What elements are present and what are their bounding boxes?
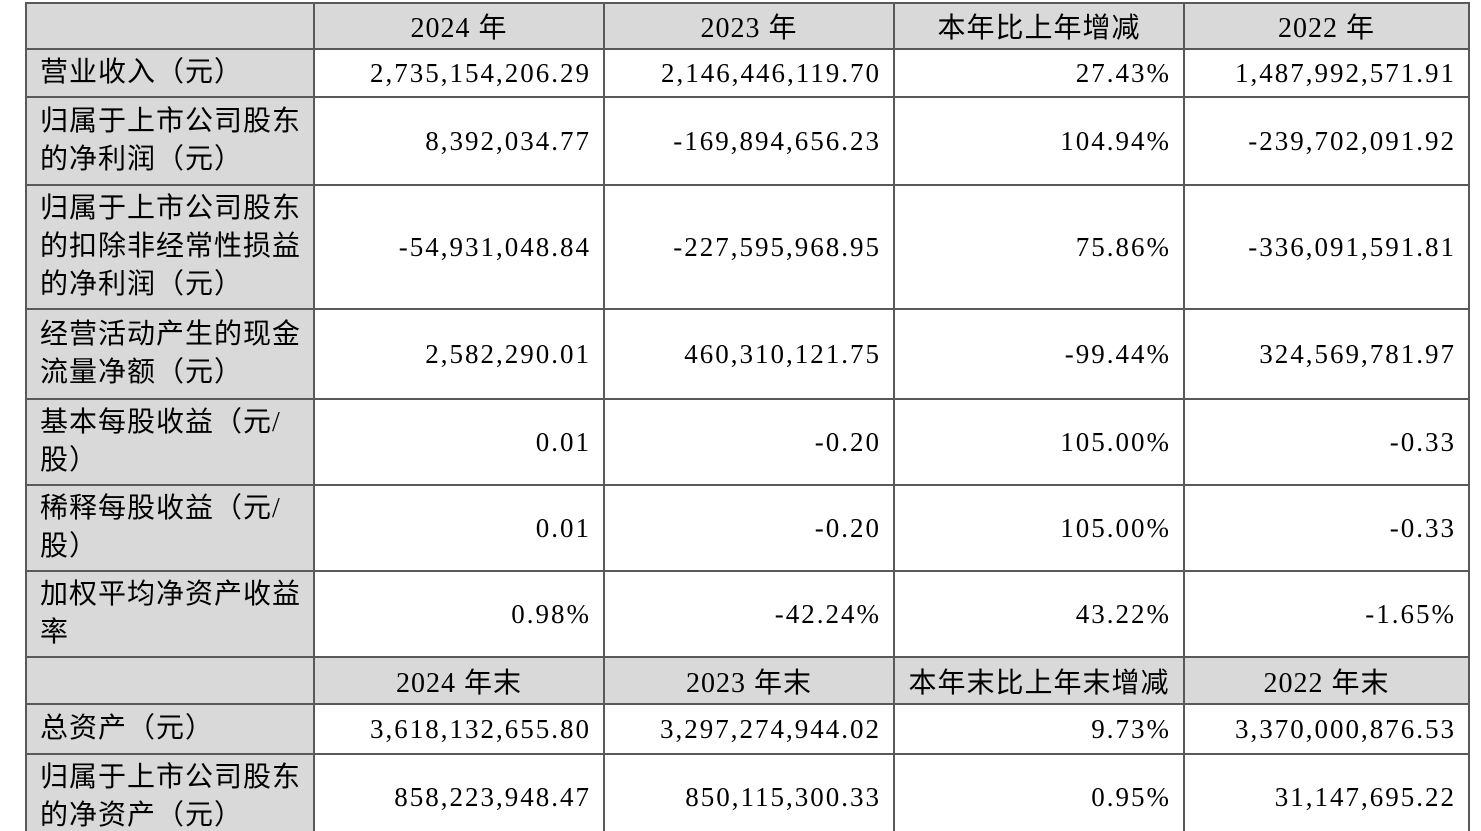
value-2022: -336,091,591.81 — [1183, 184, 1470, 310]
metric-label: 归属于上市公司股东的净资产（元） — [25, 753, 315, 831]
table-row-weighted-avg-roe: 加权平均净资产收益率 0.98% -42.24% 43.22% -1.65% — [25, 570, 1470, 658]
value-2023: 460,310,121.75 — [603, 308, 895, 400]
metric-label: 归属于上市公司股东的净利润（元） — [25, 96, 315, 186]
corner-cell — [25, 2, 315, 50]
table-row-revenue: 营业收入（元） 2,735,154,206.29 2,146,446,119.7… — [25, 48, 1470, 98]
financial-summary-table: 2024 年 2023 年 本年比上年增减 2022 年 营业收入（元） 2,7… — [25, 2, 1470, 831]
value-change: 9.73% — [893, 703, 1185, 755]
value-2023: 3,297,274,944.02 — [603, 703, 895, 755]
value-2023: -227,595,968.95 — [603, 184, 895, 310]
col-header-2022: 2022 年 — [1183, 2, 1470, 50]
metric-label: 加权平均净资产收益率 — [25, 570, 315, 658]
value-2023: 2,146,446,119.70 — [603, 48, 895, 98]
value-2024: 858,223,948.47 — [313, 753, 605, 831]
value-2023: -42.24% — [603, 570, 895, 658]
table-row-net-assets: 归属于上市公司股东的净资产（元） 858,223,948.47 850,115,… — [25, 753, 1470, 831]
value-change: 27.43% — [893, 48, 1185, 98]
value-2022: -239,702,091.92 — [1183, 96, 1470, 186]
value-2024: 0.01 — [313, 398, 605, 486]
col-header-2024: 2024 年 — [313, 2, 605, 50]
period-header-row: 2024 年 2023 年 本年比上年增减 2022 年 — [25, 2, 1470, 50]
col-header-yoy-end-change: 本年末比上年末增减 — [893, 656, 1185, 705]
metric-label: 稀释每股收益（元/股） — [25, 484, 315, 572]
metric-label: 归属于上市公司股东的扣除非经常性损益的净利润（元） — [25, 184, 315, 310]
value-2024: 3,618,132,655.80 — [313, 703, 605, 755]
metric-label: 营业收入（元） — [25, 48, 315, 98]
value-2024: -54,931,048.84 — [313, 184, 605, 310]
value-2024: 0.98% — [313, 570, 605, 658]
value-change: 0.95% — [893, 753, 1185, 831]
value-2024: 8,392,034.77 — [313, 96, 605, 186]
value-2022: -0.33 — [1183, 398, 1470, 486]
value-2022: 324,569,781.97 — [1183, 308, 1470, 400]
metric-label: 基本每股收益（元/股） — [25, 398, 315, 486]
col-header-2023-end: 2023 年末 — [603, 656, 895, 705]
value-2023: -0.20 — [603, 484, 895, 572]
value-2023: 850,115,300.33 — [603, 753, 895, 831]
value-change: 104.94% — [893, 96, 1185, 186]
period-end-header-row: 2024 年末 2023 年末 本年末比上年末增减 2022 年末 — [25, 656, 1470, 705]
value-change: -99.44% — [893, 308, 1185, 400]
value-change: 105.00% — [893, 484, 1185, 572]
value-2022: 31,147,695.22 — [1183, 753, 1470, 831]
table-row-diluted-eps: 稀释每股收益（元/股） 0.01 -0.20 105.00% -0.33 — [25, 484, 1470, 572]
table-row-operating-cash-flow: 经营活动产生的现金流量净额（元） 2,582,290.01 460,310,12… — [25, 308, 1470, 400]
value-2022: -0.33 — [1183, 484, 1470, 572]
col-header-2023: 2023 年 — [603, 2, 895, 50]
col-header-yoy-change: 本年比上年增减 — [893, 2, 1185, 50]
value-change: 105.00% — [893, 398, 1185, 486]
table-row-net-profit-excl-nonrecurring: 归属于上市公司股东的扣除非经常性损益的净利润（元） -54,931,048.84… — [25, 184, 1470, 310]
metric-label: 经营活动产生的现金流量净额（元） — [25, 308, 315, 400]
value-change: 75.86% — [893, 184, 1185, 310]
value-2024: 2,582,290.01 — [313, 308, 605, 400]
value-2022: 1,487,992,571.91 — [1183, 48, 1470, 98]
value-2022: -1.65% — [1183, 570, 1470, 658]
col-header-2022-end: 2022 年末 — [1183, 656, 1470, 705]
value-2022: 3,370,000,876.53 — [1183, 703, 1470, 755]
table-row-total-assets: 总资产（元） 3,618,132,655.80 3,297,274,944.02… — [25, 703, 1470, 755]
corner-cell — [25, 656, 315, 705]
value-2024: 0.01 — [313, 484, 605, 572]
col-header-2024-end: 2024 年末 — [313, 656, 605, 705]
metric-label: 总资产（元） — [25, 703, 315, 755]
value-2023: -0.20 — [603, 398, 895, 486]
value-2024: 2,735,154,206.29 — [313, 48, 605, 98]
table-row-net-profit: 归属于上市公司股东的净利润（元） 8,392,034.77 -169,894,6… — [25, 96, 1470, 186]
value-change: 43.22% — [893, 570, 1185, 658]
value-2023: -169,894,656.23 — [603, 96, 895, 186]
table-row-basic-eps: 基本每股收益（元/股） 0.01 -0.20 105.00% -0.33 — [25, 398, 1470, 486]
